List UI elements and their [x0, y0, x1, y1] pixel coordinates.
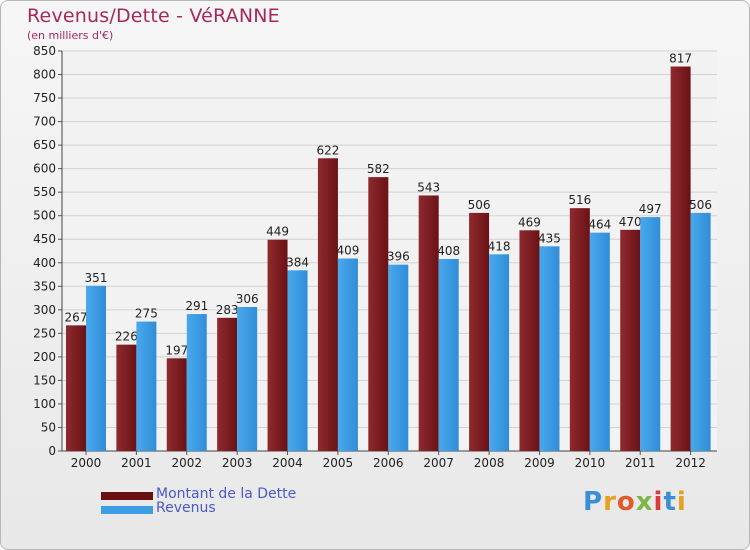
y-tick-label: 350 [33, 279, 56, 293]
legend-swatch-debt [101, 492, 153, 500]
bar-revenue [136, 321, 157, 451]
x-tick-label: 2009 [524, 456, 555, 470]
data-label: 582 [367, 162, 390, 176]
bar-debt [519, 230, 540, 451]
data-label: 497 [639, 202, 662, 216]
data-label: 226 [115, 330, 138, 344]
x-tick-label: 2002 [171, 456, 202, 470]
data-label: 418 [488, 239, 511, 253]
logo-letter: x [635, 487, 654, 517]
bar-debt [569, 208, 590, 451]
logo-letter: r [603, 487, 617, 517]
bar-revenue [640, 217, 661, 451]
data-label: 291 [185, 299, 208, 313]
bar-debt [620, 229, 641, 451]
bar-debt [217, 317, 238, 451]
x-tick-label: 2001 [121, 456, 152, 470]
bar-revenue [539, 246, 560, 451]
x-tick-label: 2011 [625, 456, 656, 470]
data-label: 543 [417, 180, 440, 194]
data-label: 469 [518, 215, 541, 229]
y-tick-label: 750 [33, 91, 56, 105]
data-label: 384 [286, 255, 309, 269]
y-tick-label: 300 [33, 303, 56, 317]
y-tick-label: 100 [33, 397, 56, 411]
bar-revenue [690, 212, 711, 451]
logo-letter: t [663, 487, 677, 517]
data-label: 506 [468, 198, 491, 212]
data-label: 396 [387, 250, 410, 264]
data-label: 283 [216, 303, 239, 317]
data-label: 306 [236, 292, 259, 306]
bar-revenue [337, 258, 358, 451]
bar-debt [317, 158, 338, 451]
bar-debt [368, 177, 389, 451]
y-tick-label: 500 [33, 209, 56, 223]
data-label: 409 [336, 244, 359, 258]
data-label: 449 [266, 225, 289, 239]
x-tick-label: 2004 [272, 456, 303, 470]
bar-debt [116, 344, 137, 451]
logo-letter: o [616, 487, 636, 517]
y-tick-label: 700 [33, 115, 56, 129]
x-tick-label: 2006 [373, 456, 404, 470]
data-label: 408 [437, 244, 460, 258]
bar-debt [469, 212, 490, 451]
y-tick-label: 550 [33, 185, 56, 199]
y-tick-label: 400 [33, 256, 56, 270]
data-label: 435 [538, 231, 561, 245]
y-tick-label: 250 [33, 326, 56, 340]
bar-revenue [438, 259, 459, 451]
y-tick-label: 450 [33, 232, 56, 246]
data-label: 622 [316, 143, 339, 157]
bar-debt [670, 66, 691, 451]
logo-letter: P [583, 487, 604, 517]
x-tick-label: 2003 [222, 456, 253, 470]
data-label: 197 [165, 343, 188, 357]
legend-label-revenue: Revenus [156, 500, 216, 516]
logo-letter: i [676, 487, 687, 517]
legend-label-debt: Montant de la Dette [156, 486, 297, 502]
data-label: 506 [689, 198, 712, 212]
x-tick-label: 2008 [474, 456, 505, 470]
data-label: 351 [85, 271, 108, 285]
bar-revenue [186, 314, 207, 451]
data-label: 275 [135, 307, 158, 321]
data-label: 817 [669, 52, 692, 66]
x-tick-label: 2010 [575, 456, 606, 470]
chart-subtitle: (en milliers d'€) [27, 29, 114, 42]
data-label: 464 [588, 218, 611, 232]
chart-title: Revenus/Dette - VéRANNE [27, 5, 280, 27]
y-tick-label: 850 [33, 44, 56, 58]
y-tick-label: 600 [33, 162, 56, 176]
x-tick-label: 2012 [675, 456, 706, 470]
y-tick-label: 800 [33, 68, 56, 82]
data-label: 267 [65, 310, 88, 324]
bar-debt [418, 195, 439, 451]
bar-debt [66, 325, 86, 451]
bar-revenue [388, 264, 409, 451]
bar-revenue [237, 307, 258, 451]
y-tick-label: 200 [33, 350, 56, 364]
y-tick-label: 0 [48, 444, 56, 458]
data-label: 470 [619, 215, 642, 229]
data-label: 516 [568, 193, 591, 207]
bar-debt [166, 358, 187, 451]
bar-debt [267, 239, 288, 451]
x-tick-label: 2000 [71, 456, 102, 470]
proxiti-logo: Proxiti [583, 487, 687, 517]
legend-swatch-revenue [101, 506, 153, 514]
y-tick-label: 150 [33, 373, 56, 387]
bar-revenue [86, 285, 106, 451]
logo-letter: i [653, 487, 664, 517]
x-tick-label: 2005 [323, 456, 354, 470]
x-tick-label: 2007 [423, 456, 454, 470]
bar-revenue [589, 232, 610, 451]
bar-revenue [489, 254, 510, 451]
y-tick-label: 50 [41, 420, 56, 434]
y-tick-label: 650 [33, 138, 56, 152]
bar-revenue [287, 270, 308, 451]
